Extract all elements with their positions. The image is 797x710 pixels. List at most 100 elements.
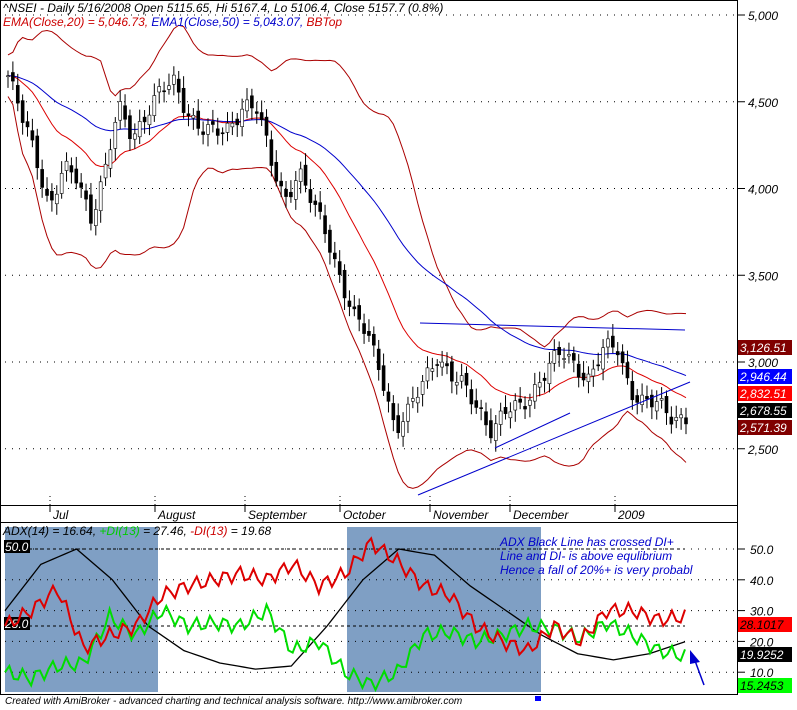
- reference-label-bg: [4, 540, 30, 553]
- candle-body: [435, 364, 440, 366]
- candle-body: [557, 347, 561, 356]
- candle-body: [303, 164, 308, 186]
- adx-header-part: -DI(13): [190, 524, 231, 538]
- candle-body: [401, 421, 405, 437]
- candle-body: [669, 416, 674, 425]
- x-tick-label: October: [343, 508, 387, 522]
- candle-body: [362, 323, 366, 334]
- footer-text: Created with AmiBroker - advanced charti…: [5, 696, 463, 707]
- candle-body: [313, 200, 318, 205]
- bollinger-bottom-line: [7, 96, 687, 489]
- candle-body: [20, 100, 25, 123]
- trend-line: [419, 322, 686, 331]
- candle-body: [157, 86, 162, 93]
- y-tick-label: 5,000: [748, 9, 778, 23]
- candle-body: [508, 411, 513, 419]
- candle-body: [347, 300, 352, 307]
- candle-body: [684, 417, 688, 425]
- candle-body: [191, 115, 196, 119]
- candle-body: [89, 194, 93, 224]
- candle-body: [333, 252, 337, 260]
- candle-body: [576, 363, 581, 378]
- candle-body: [523, 406, 527, 410]
- candle-body: [650, 394, 654, 408]
- x-tick-label: December: [513, 508, 569, 522]
- value-label: 3,126.51: [740, 341, 787, 355]
- y-tick-label: 3,500: [748, 269, 778, 283]
- candle-body: [586, 373, 591, 382]
- candle-body: [337, 261, 342, 275]
- ema50-line: [7, 75, 687, 377]
- value-label: 19.9252: [740, 648, 784, 662]
- candle-body: [11, 72, 15, 82]
- candle-body: [152, 95, 157, 116]
- candle-body: [293, 180, 298, 200]
- adx-header-part: ADX(14) = 16.64,: [2, 524, 99, 538]
- reference-label: 50.0: [5, 540, 29, 554]
- annotation-text: ADX Black Line has crossed DI+: [499, 535, 674, 549]
- candle-body: [284, 188, 288, 197]
- value-label: 28.1017: [739, 618, 785, 632]
- value-label: 2,678.55: [739, 404, 787, 418]
- candle-body: [167, 85, 171, 90]
- candle-body: [279, 180, 283, 187]
- y-tick-label: 40.0: [750, 574, 774, 588]
- y-tick-label: 3,000: [748, 356, 778, 370]
- candle-body: [318, 202, 322, 212]
- candle-body: [606, 338, 610, 348]
- candle-body: [133, 133, 137, 140]
- candle-body: [211, 121, 215, 125]
- candle-body: [323, 215, 327, 235]
- candle-body: [659, 398, 664, 401]
- candle-body: [40, 169, 44, 188]
- price-header-title: ^NSEI - Daily 5/16/2008 Open 5115.65, Hi…: [3, 1, 443, 15]
- candle-body: [79, 182, 83, 188]
- candle-body: [450, 361, 454, 382]
- candle-body: [479, 407, 483, 409]
- candle-body: [25, 121, 30, 128]
- candle-body: [547, 362, 552, 385]
- candle-body: [264, 116, 269, 136]
- series-line: [4, 536, 686, 657]
- candle-body: [250, 95, 254, 109]
- candle-body: [15, 85, 20, 104]
- value-label-bg: [738, 386, 792, 401]
- value-label-bg: [738, 369, 792, 384]
- candle-body: [254, 111, 259, 114]
- adx-panel-frame: [0, 522, 738, 695]
- y-tick-label: 50.0: [750, 543, 774, 557]
- candle-body: [64, 160, 69, 171]
- candle-body: [615, 351, 620, 356]
- candle-body: [674, 417, 679, 421]
- series-line: [4, 548, 686, 670]
- candle-body: [128, 115, 132, 140]
- candle-body: [342, 269, 347, 299]
- candle-body: [35, 135, 40, 169]
- candle-body: [137, 121, 142, 138]
- annotation-text: Line and DI- is above equlibrium: [500, 549, 672, 563]
- candle-body: [581, 372, 586, 381]
- candle-body: [469, 389, 474, 405]
- bollinger-top-line: [7, 24, 687, 348]
- candle-body: [45, 188, 49, 196]
- shaded-region: [5, 527, 158, 692]
- candle-body: [113, 122, 118, 149]
- candle-body: [620, 351, 625, 364]
- candle-body: [196, 110, 201, 129]
- candle-body: [415, 396, 420, 404]
- value-label-bg: [738, 403, 792, 418]
- candle-body: [30, 130, 35, 141]
- shaded-region: [347, 527, 541, 692]
- candle-body: [108, 149, 113, 169]
- candle-body: [50, 190, 54, 201]
- candle-body: [142, 116, 147, 123]
- adx-header-part: = 27.46,: [143, 524, 190, 538]
- candle-body: [298, 168, 303, 182]
- value-label: 2,571.39: [739, 421, 787, 435]
- x-tick-label: September: [248, 508, 308, 522]
- candle-body: [489, 420, 493, 439]
- candle-body: [430, 368, 435, 372]
- legend-entry: EMA1(Close,50) = 5,043.07,: [151, 15, 306, 29]
- candle-body: [611, 335, 615, 348]
